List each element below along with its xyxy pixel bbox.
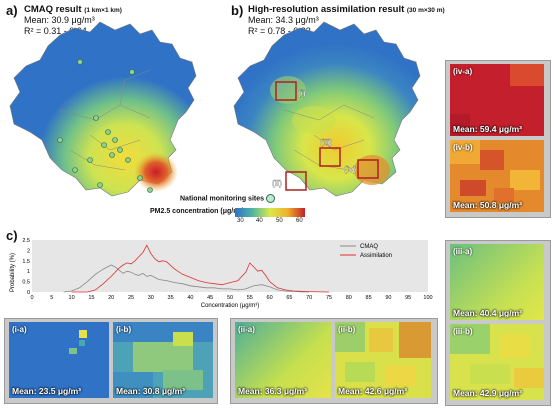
x-tick-label: 60 <box>267 295 273 301</box>
inset-ii-a: (ii-a) Mean: 36.3 μg/m³ <box>235 322 331 398</box>
inset-iv-b-mean: Mean: 50.8 μg/m³ <box>453 200 522 210</box>
panel-b-title-text: High-resolution assimilation result <box>248 4 405 15</box>
chart-ylabel: Probability (%) <box>10 253 16 292</box>
inset-i-b: (i-b) Mean: 30.8 μg/m³ <box>113 322 213 398</box>
y-tick-label: 0 <box>27 290 30 296</box>
chart-plot-area <box>32 240 428 292</box>
sites-legend: National monitoring sites <box>180 194 275 203</box>
x-tick-label: 45 <box>207 295 213 301</box>
x-tick-label: 80 <box>346 295 352 301</box>
colorbar-tick-60: 60 <box>296 218 303 224</box>
inset-ii-b-label: (ii-b) <box>338 325 356 334</box>
inset-iv-b-label: (iv-b) <box>453 143 473 152</box>
x-tick-label: 15 <box>88 295 94 301</box>
inset-iv-a: (iv-a) Mean: 59.4 μg/m³ <box>450 64 544 136</box>
y-tick-label: 0.5 <box>22 280 30 286</box>
inset-ii-b: (ii-b) Mean: 42.6 μg/m³ <box>335 322 431 398</box>
box-label-ii: (ii) <box>272 179 282 188</box>
inset-iii-a-label: (iii-a) <box>453 247 473 256</box>
inset-ii-a-mean: Mean: 36.3 μg/m³ <box>238 386 307 396</box>
inset-ii-b-mean: Mean: 42.6 μg/m³ <box>338 386 407 396</box>
colorbar-tick-40: 40 <box>256 218 263 224</box>
series-line-assimilation <box>71 244 330 293</box>
sites-legend-label: National monitoring sites <box>180 195 265 203</box>
monitoring-sites-a <box>57 59 153 193</box>
x-tick-label: 30 <box>148 295 154 301</box>
y-tick-label: 2 <box>27 248 30 254</box>
inset-iv-b: (iv-b) Mean: 50.8 μg/m³ <box>450 140 544 212</box>
x-tick-label: 5 <box>50 295 53 301</box>
region-box-iii <box>319 147 341 167</box>
panel-b-mean: Mean: 34.3 μg/m³ <box>248 15 319 25</box>
region-box-ii <box>285 171 307 191</box>
x-tick-label: 100 <box>423 295 432 301</box>
colorbar <box>235 208 305 217</box>
x-tick-label: 40 <box>187 295 193 301</box>
box-label-iii: (iii) <box>320 138 332 147</box>
site-marker-icon <box>265 194 275 203</box>
x-tick-label: 35 <box>168 295 174 301</box>
panel-b-title: High-resolution assimilation result (30 … <box>248 4 445 15</box>
y-tick-label: 2.5 <box>22 238 30 244</box>
colorbar-title: PM2.5 concentration (μg/m³) <box>150 208 245 215</box>
map-b: (i) (ii) (iii) (iv) <box>233 21 421 197</box>
panel-b-letter: b) <box>231 3 244 18</box>
panel-a-letter: a) <box>6 3 18 18</box>
inset-iv-a-label: (iv-a) <box>453 67 473 76</box>
x-tick-label: 65 <box>286 295 292 301</box>
inset-ii-a-label: (ii-a) <box>238 325 255 334</box>
box-label-i: (i) <box>298 89 306 98</box>
panel-a-title: CMAQ result (1 km×1 km) <box>24 4 122 15</box>
x-tick-label: 0 <box>30 295 33 301</box>
y-tick-label: 1 <box>27 269 30 275</box>
x-tick-label: 55 <box>247 295 253 301</box>
inset-i-b-mean: Mean: 30.8 μg/m³ <box>116 386 185 396</box>
x-tick-label: 90 <box>385 295 391 301</box>
x-tick-label: 25 <box>128 295 134 301</box>
map-a <box>9 21 197 197</box>
box-label-iv: (iv) <box>344 165 356 174</box>
x-tick-label: 50 <box>227 295 233 301</box>
inset-iii-a: (iii-a) Mean: 40.4 μg/m³ <box>450 244 544 320</box>
inset-iii-b-mean: Mean: 42.9 μg/m³ <box>453 388 522 398</box>
y-tick-label: 1.5 <box>22 259 30 265</box>
legend-label-cmaq: CMAQ <box>360 244 378 250</box>
x-tick-label: 75 <box>326 295 332 301</box>
panel-b-r2: R² = 0.78 - 0.82 <box>248 26 311 36</box>
colorbar-tick-30: 30 <box>237 218 244 224</box>
inset-i-a-label: (i-a) <box>12 325 27 334</box>
series-line-cmaq <box>63 264 310 293</box>
region-box-i <box>275 81 297 101</box>
chart-xlabel: Concentration (μg/m³) <box>201 303 259 309</box>
inset-iii-b: (iii-b) Mean: 42.9 μg/m³ <box>450 324 544 400</box>
panel-a-resolution: (1 km×1 km) <box>84 7 122 14</box>
region-box-iv <box>357 159 379 179</box>
inset-iv-a-mean: Mean: 59.4 μg/m³ <box>453 124 522 134</box>
panel-a-mean: Mean: 30.9 μg/m³ <box>24 15 95 25</box>
inset-iii-b-label: (iii-b) <box>453 327 473 336</box>
inset-i-b-label: (i-b) <box>116 325 132 334</box>
inset-i-a: (i-a) Mean: 23.5 μg/m³ <box>9 322 109 398</box>
x-tick-label: 70 <box>306 295 312 301</box>
panel-a-title-text: CMAQ result <box>24 4 82 15</box>
x-tick-label: 95 <box>405 295 411 301</box>
inset-iii-a-mean: Mean: 40.4 μg/m³ <box>453 308 522 318</box>
x-tick-label: 20 <box>108 295 114 301</box>
panel-c-letter: c) <box>6 228 18 243</box>
x-tick-label: 85 <box>366 295 372 301</box>
distribution-chart: 0 5 10 15 20 25 30 35 40 45 50 55 60 65 70 75 80 85 90 95 10… <box>10 238 433 309</box>
panel-a-r2: R² = 0.31 - 0.64 <box>24 26 87 36</box>
colorbar-tick-50: 50 <box>276 218 283 224</box>
legend-label-assimilation: Assimilation <box>360 253 392 259</box>
inset-i-a-mean: Mean: 23.5 μg/m³ <box>12 386 81 396</box>
x-tick-label: 10 <box>69 295 75 301</box>
panel-b-resolution: (30 m×30 m) <box>406 7 445 14</box>
